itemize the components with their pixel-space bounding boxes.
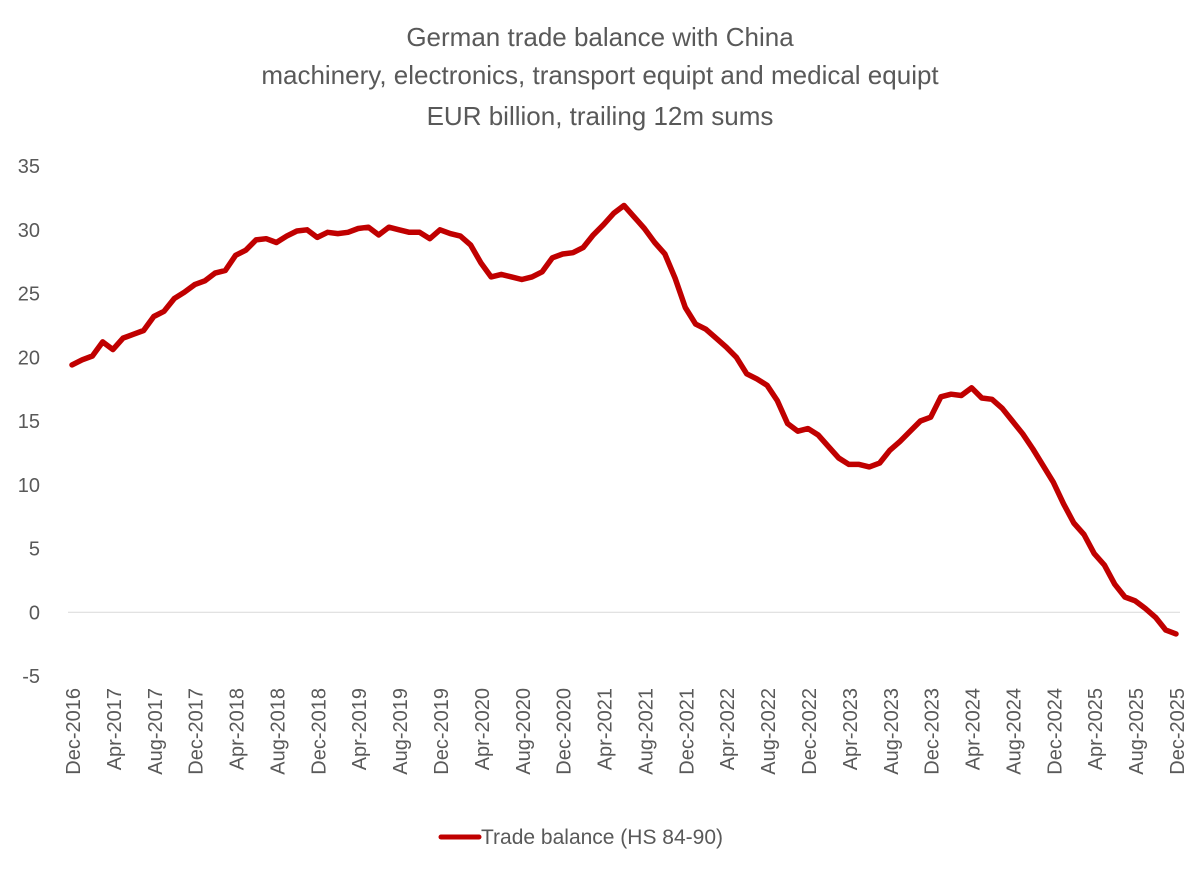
y-axis: -5 0 5 10 15 20 25 30 35 (18, 156, 40, 688)
x-tick-label: Apr-2025 (1085, 688, 1107, 770)
y-tick-label: 25 (18, 284, 40, 306)
x-tick-label: Aug-2017 (145, 688, 167, 775)
series-layer (69, 202, 1179, 637)
x-tick-label: Dec-2022 (799, 688, 821, 775)
x-tick-label: Apr-2017 (104, 688, 126, 770)
y-tick-label: 10 (18, 475, 40, 497)
y-tick-label: 30 (18, 220, 40, 242)
x-tick-label: Dec-2018 (308, 688, 330, 775)
x-tick-label: Aug-2022 (758, 688, 780, 775)
y-tick-label: 5 (29, 539, 40, 561)
x-tick-label: Aug-2019 (390, 688, 412, 775)
x-tick-label: Apr-2020 (472, 688, 494, 770)
y-tick-label: 15 (18, 411, 40, 433)
y-tick-label: -5 (22, 666, 40, 688)
legend-label: Trade balance (HS 84-90) (481, 826, 723, 849)
x-tick-label: Aug-2025 (1126, 688, 1148, 775)
series-line-trade-balance (69, 202, 1179, 637)
x-tick-label: Aug-2024 (1003, 688, 1025, 775)
x-axis: Dec-2016 Apr-2017 Aug-2017 Dec-2017 Apr-2018… (63, 688, 1189, 775)
legend: Trade balance (HS 84-90) (438, 826, 723, 849)
x-tick-label: Apr-2021 (595, 688, 617, 770)
x-tick-label: Dec-2020 (554, 688, 576, 775)
x-tick-label: Aug-2021 (635, 688, 657, 775)
x-tick-label: Dec-2023 (922, 688, 944, 775)
title-line-1: German trade balance with China (406, 22, 794, 52)
x-tick-label: Dec-2025 (1167, 688, 1189, 775)
x-tick-label: Dec-2017 (186, 688, 208, 775)
x-tick-label: Apr-2023 (840, 688, 862, 770)
x-tick-label: Dec-2021 (676, 688, 698, 775)
chart-title: German trade balance with China machiner… (261, 22, 939, 131)
x-tick-label: Apr-2024 (963, 688, 985, 770)
x-tick-label: Apr-2018 (227, 688, 249, 770)
y-tick-label: 35 (18, 156, 40, 178)
x-tick-label: Aug-2018 (267, 688, 289, 775)
x-tick-label: Dec-2016 (63, 688, 85, 775)
x-tick-label: Dec-2019 (431, 688, 453, 775)
title-line-3: EUR billion, trailing 12m sums (427, 101, 774, 131)
title-line-2: machinery, electronics, transport equipt… (261, 60, 939, 90)
x-tick-label: Aug-2020 (513, 688, 535, 775)
x-tick-label: Dec-2024 (1044, 688, 1066, 775)
x-tick-label: Apr-2022 (717, 688, 739, 770)
x-tick-label: Apr-2019 (349, 688, 371, 770)
y-tick-label: 20 (18, 347, 40, 369)
y-tick-label: 0 (29, 602, 40, 624)
x-tick-label: Aug-2023 (881, 688, 903, 775)
